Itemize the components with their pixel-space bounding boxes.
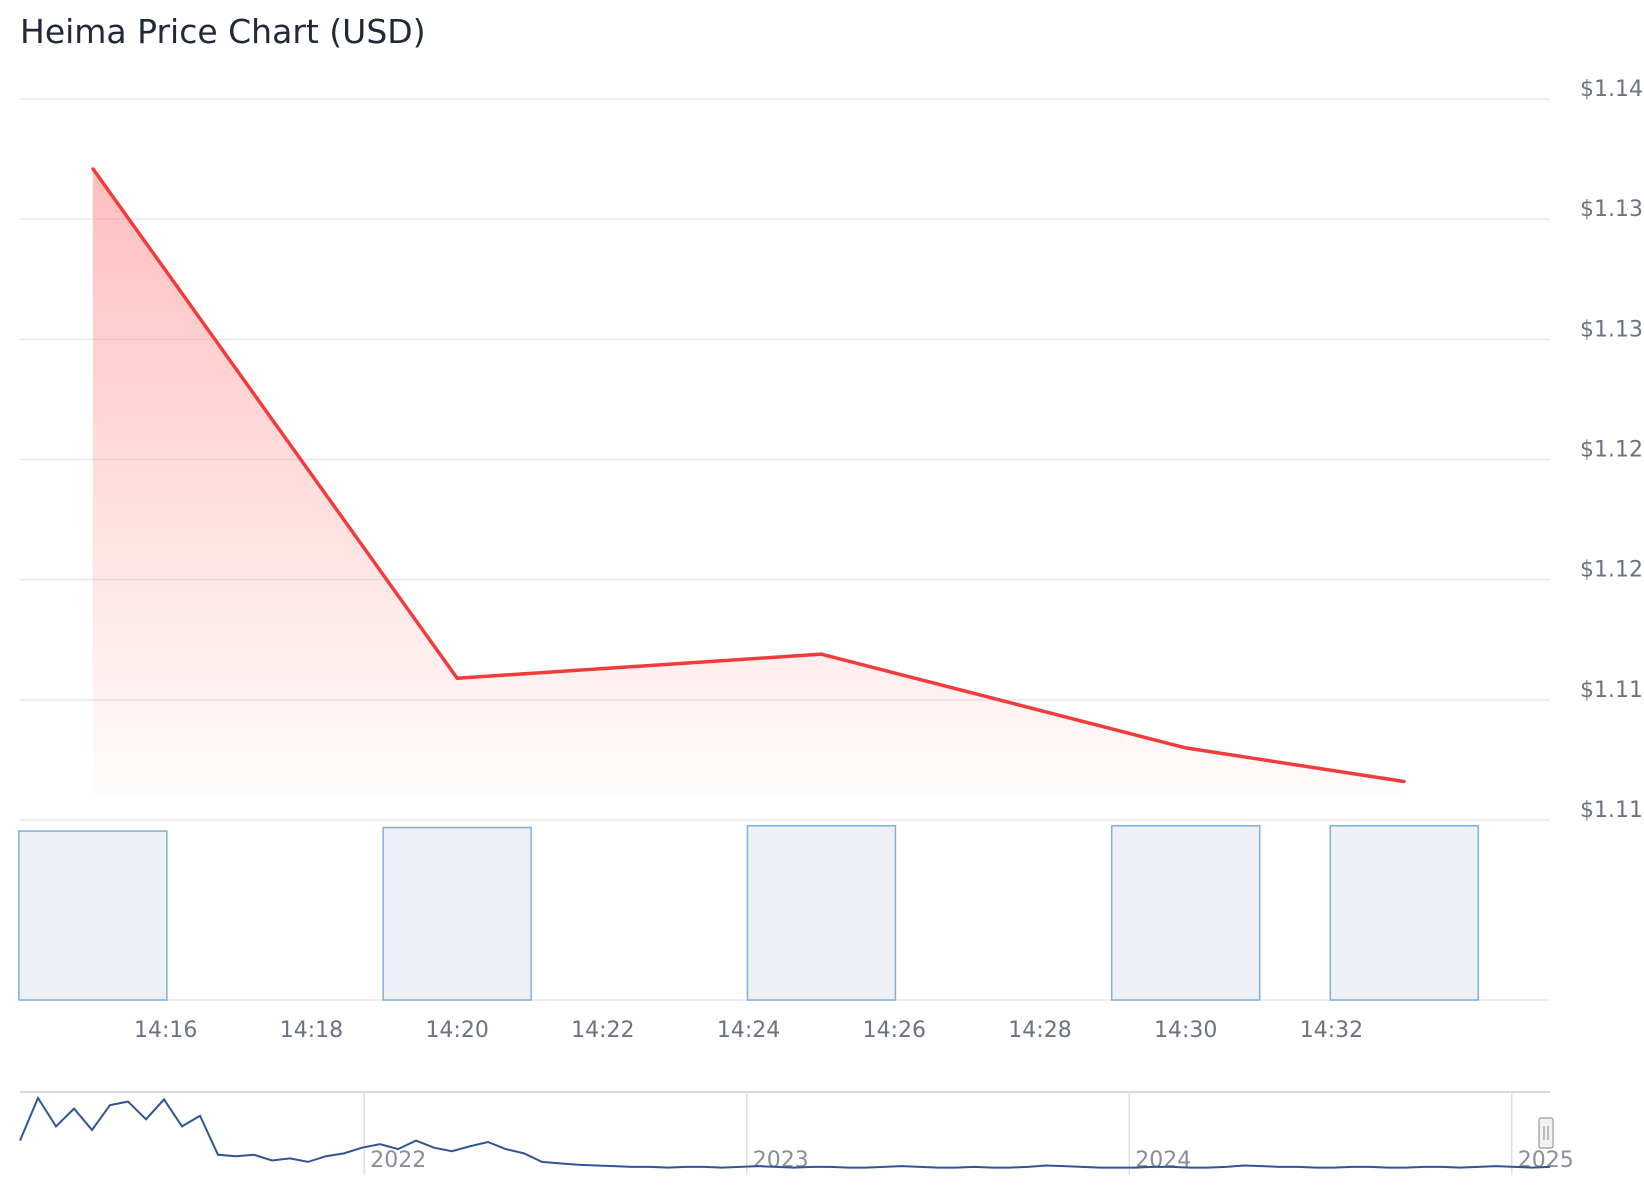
volume-bars [18,825,1480,1001]
y-axis: $1.14 $1.13 $1.13 $1.12 $1.12 $1.11 $1.11 [1580,77,1643,823]
x-tick-label: 14:20 [425,1018,488,1043]
volume-bar [382,826,532,1001]
x-tick-label: 14:26 [863,1018,926,1043]
navigator-handle[interactable] [1538,1117,1554,1149]
chart-title: Heima Price Chart (USD) [20,12,426,51]
y-tick-label: $1.13 [1580,197,1643,222]
price-point [455,676,459,680]
volume-bar [18,830,168,1001]
y-tick-label: $1.11 [1580,798,1643,823]
y-tick-label: $1.11 [1580,678,1643,703]
navigator[interactable]: 2022 2023 2024 2025 [19,1091,1574,1175]
y-tick-label: $1.12 [1580,558,1643,583]
volume-bar [746,825,897,1001]
x-tick-label: 14:30 [1154,1018,1217,1043]
x-axis: 14:16 14:18 14:20 14:22 14:24 14:26 14:28 14:30… [134,1018,1363,1043]
x-tick-label: 14:22 [571,1018,634,1043]
price-series [91,167,1406,796]
y-tick-label: $1.13 [1580,317,1643,342]
price-point [1184,746,1188,750]
x-tick-label: 14:24 [717,1018,780,1043]
navigator-year-label: 2024 [1135,1148,1191,1173]
x-tick-label: 14:18 [280,1018,343,1043]
y-tick-label: $1.14 [1580,77,1643,102]
y-tick-label: $1.12 [1580,438,1643,463]
x-tick-label: 14:16 [134,1018,197,1043]
volume-bar [1110,825,1261,1001]
navigator-year-label: 2022 [370,1148,426,1173]
navigator-year-label: 2025 [1518,1148,1574,1173]
x-tick-label: 14:32 [1300,1018,1363,1043]
x-tick-label: 14:28 [1008,1018,1071,1043]
price-point [819,652,823,656]
navigator-year-label: 2023 [753,1148,809,1173]
navigator-line [19,1095,1551,1169]
price-area [92,168,1405,796]
price-point [1402,780,1406,784]
volume-bar [1329,825,1480,1001]
price-point [91,167,95,171]
